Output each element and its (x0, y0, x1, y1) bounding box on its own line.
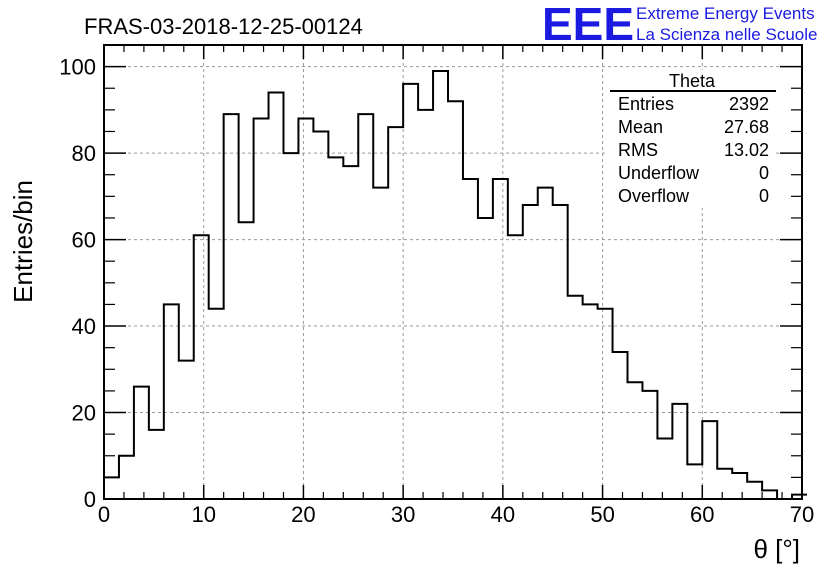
stats-title: Theta (669, 71, 716, 91)
x-tick-label: 30 (391, 502, 415, 527)
logo-mark: EEE (542, 0, 634, 50)
chart-title: FRAS-03-2018-12-25-00124 (84, 14, 363, 39)
y-axis-label: Entries/bin (8, 180, 38, 303)
stats-row-label: RMS (618, 140, 658, 160)
x-tick-label: 60 (690, 502, 714, 527)
x-axis-label: θ [°] (753, 534, 800, 564)
stats-row-label: Mean (618, 117, 663, 137)
stats-row-value: 13.02 (724, 140, 769, 160)
histogram-series (104, 69, 807, 500)
stats-row-value: 2392 (729, 94, 769, 114)
y-tick-label: 100 (59, 55, 96, 80)
y-tick-label: 20 (72, 401, 96, 426)
x-tick-label: 20 (291, 502, 315, 527)
plot-frame (103, 44, 803, 500)
stats-row-label: Entries (618, 94, 674, 114)
axis-tick-labels: 0 10 20 30 40 50 60 70 0 20 40 60 80 100 (59, 55, 814, 527)
logo-line-2: La Scienza nelle Scuole (636, 25, 817, 44)
y-tick-label: 0 (84, 487, 96, 512)
x-tick-label: 40 (491, 502, 515, 527)
stats-row-label: Underflow (618, 163, 700, 183)
x-tick-label: 70 (790, 502, 814, 527)
y-tick-label: 40 (72, 314, 96, 339)
axis-ticks (103, 44, 803, 500)
x-tick-label: 50 (590, 502, 614, 527)
y-tick-label: 60 (72, 228, 96, 253)
y-tick-label: 80 (72, 141, 96, 166)
stats-row-label: Overflow (618, 186, 690, 206)
x-tick-label: 10 (191, 502, 215, 527)
stats-row-value: 0 (759, 186, 769, 206)
eee-logo: EEE Extreme Energy Events La Scienza nel… (542, 0, 817, 50)
stats-box: Theta Entries 2392 Mean 27.68 RMS 13.02 Underf… (608, 70, 776, 208)
stats-row-value: 0 (759, 163, 769, 183)
stats-row-value: 27.68 (724, 117, 769, 137)
logo-line-1: Extreme Energy Events (636, 4, 815, 23)
x-tick-label: 0 (98, 502, 110, 527)
